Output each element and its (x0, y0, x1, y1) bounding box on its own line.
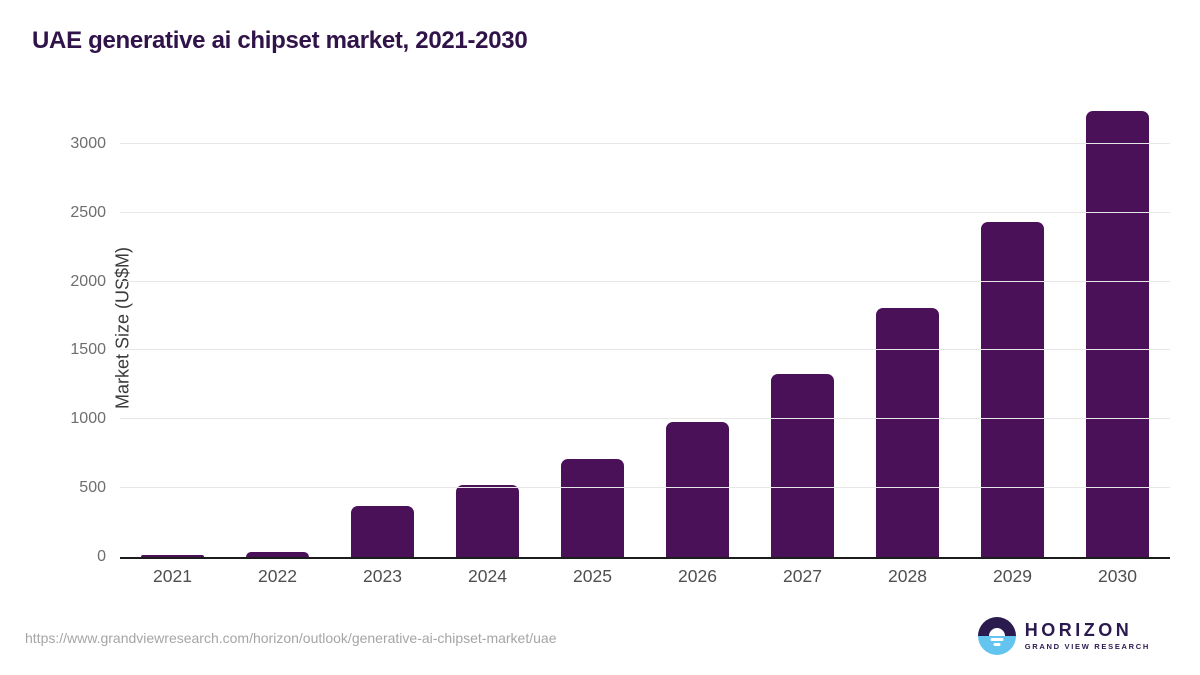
bar-2026 (666, 422, 729, 557)
bar-slot-2029 (960, 99, 1065, 557)
x-tick-label-2025: 2025 (573, 566, 612, 586)
bar-2022 (246, 551, 309, 557)
x-tick-label-2022: 2022 (258, 566, 297, 586)
y-tick-label-3000: 3000 (70, 134, 106, 152)
gridline-1500 (120, 349, 1170, 351)
bar-slot-2022 (225, 99, 330, 557)
x-tick-label-2028: 2028 (888, 566, 927, 586)
gridline-3000 (120, 142, 1170, 144)
logo-name: HORIZON (1024, 620, 1133, 640)
bar-2029 (981, 221, 1044, 557)
bar-slot-2027 (750, 99, 855, 557)
bar-slot-2025 (540, 99, 645, 557)
bar-slot-2026 (645, 99, 750, 557)
y-tick-label-0: 0 (97, 548, 106, 565)
bar-2027 (771, 373, 834, 557)
bar-2028 (876, 307, 939, 557)
bar-slot-2028 (855, 99, 960, 557)
gridline-1000 (120, 418, 1170, 420)
bar-2021 (141, 554, 204, 557)
gridline-500 (120, 487, 1170, 489)
x-tick-label-2024: 2024 (468, 566, 507, 586)
bar-slot-2024 (435, 99, 540, 557)
bar-slot-2021 (120, 99, 225, 557)
x-axis-labels: 2021 2022 2023 2024 2025 2026 2027 2028 2029 2030 (120, 566, 1170, 587)
x-tick-label-2027: 2027 (783, 566, 822, 586)
horizon-logo-icon (977, 617, 1016, 655)
bar-2024 (456, 484, 519, 557)
x-tick-label-2026: 2026 (678, 566, 717, 586)
source-url: https://www.grandviewresearch.com/horizo… (25, 630, 557, 646)
x-tick-label-2023: 2023 (363, 566, 402, 586)
horizon-logo-text: HORIZON GRAND VIEW RESEARCH (1024, 620, 1150, 652)
ripple-icon (990, 638, 1004, 641)
ripple-icon (993, 643, 1001, 646)
plot-area: Market Size (US$M) 0 500 1000 1500 2000 2500 3… (70, 99, 1170, 565)
bar-2025 (561, 458, 624, 557)
y-tick-label-1500: 1500 (70, 341, 106, 359)
y-tick-label-2500: 2500 (70, 203, 106, 221)
x-tick-label-2021: 2021 (153, 566, 192, 586)
y-tick-label-1000: 1000 (70, 410, 106, 428)
bar-2030 (1086, 110, 1149, 557)
bar-slot-2023 (330, 99, 435, 557)
y-tick-label-2000: 2000 (70, 272, 106, 290)
chart-title: UAE generative ai chipset market, 2021-2… (32, 27, 528, 54)
bar-2023 (351, 506, 414, 557)
x-tick-label-2029: 2029 (993, 566, 1032, 586)
y-tick-label-500: 500 (79, 479, 106, 497)
sun-icon (988, 628, 1005, 636)
horizon-logo: HORIZON GRAND VIEW RESEARCH (977, 617, 1150, 655)
bars-container (120, 99, 1170, 557)
gridline-2500 (120, 211, 1170, 213)
gridline-2000 (120, 280, 1170, 282)
bar-slot-2030 (1065, 99, 1170, 557)
x-tick-label-2030: 2030 (1098, 566, 1137, 586)
logo-subtitle: GRAND VIEW RESEARCH (1024, 642, 1150, 651)
